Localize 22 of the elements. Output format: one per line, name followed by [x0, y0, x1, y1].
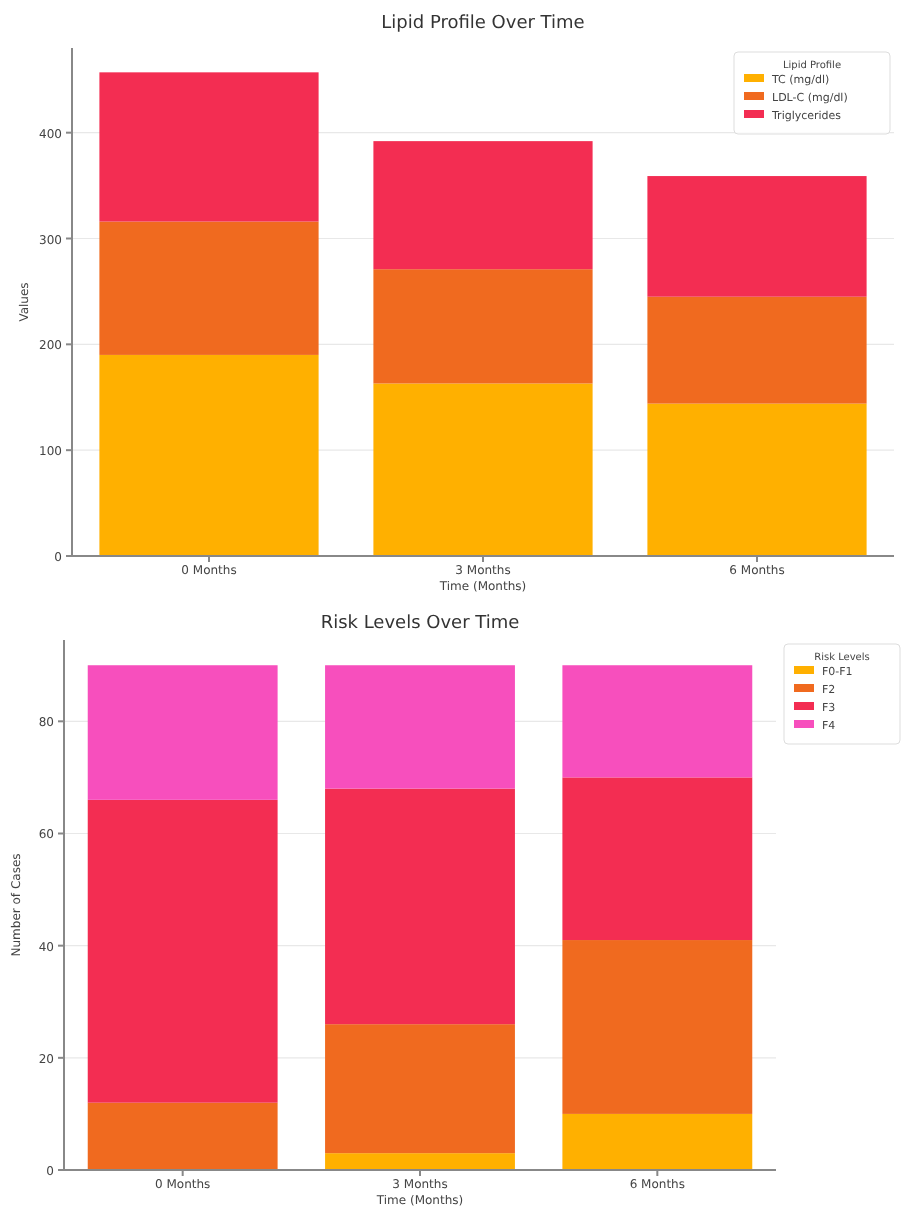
- bar: [562, 665, 753, 778]
- bar: [325, 788, 515, 1025]
- bar: [99, 221, 319, 355]
- bar: [325, 665, 515, 789]
- bar: [87, 665, 278, 800]
- bar: [562, 1113, 753, 1170]
- bar: [647, 403, 867, 556]
- bar: [373, 141, 593, 270]
- bar: [562, 777, 753, 941]
- bar: [325, 1024, 515, 1154]
- bar: [647, 176, 867, 297]
- chart-title: Risk Levels Over Time: [320, 614, 521, 634]
- bar: [99, 72, 319, 222]
- bar: [373, 269, 593, 384]
- bar: [87, 799, 278, 1103]
- bar: [647, 296, 867, 404]
- bar: [562, 940, 753, 1114]
- bar: [373, 383, 593, 556]
- chart-title: Lipid Profile Over Time: [381, 14, 586, 34]
- bar: [87, 1102, 278, 1170]
- bar: [325, 1153, 515, 1170]
- bar: [99, 354, 319, 556]
